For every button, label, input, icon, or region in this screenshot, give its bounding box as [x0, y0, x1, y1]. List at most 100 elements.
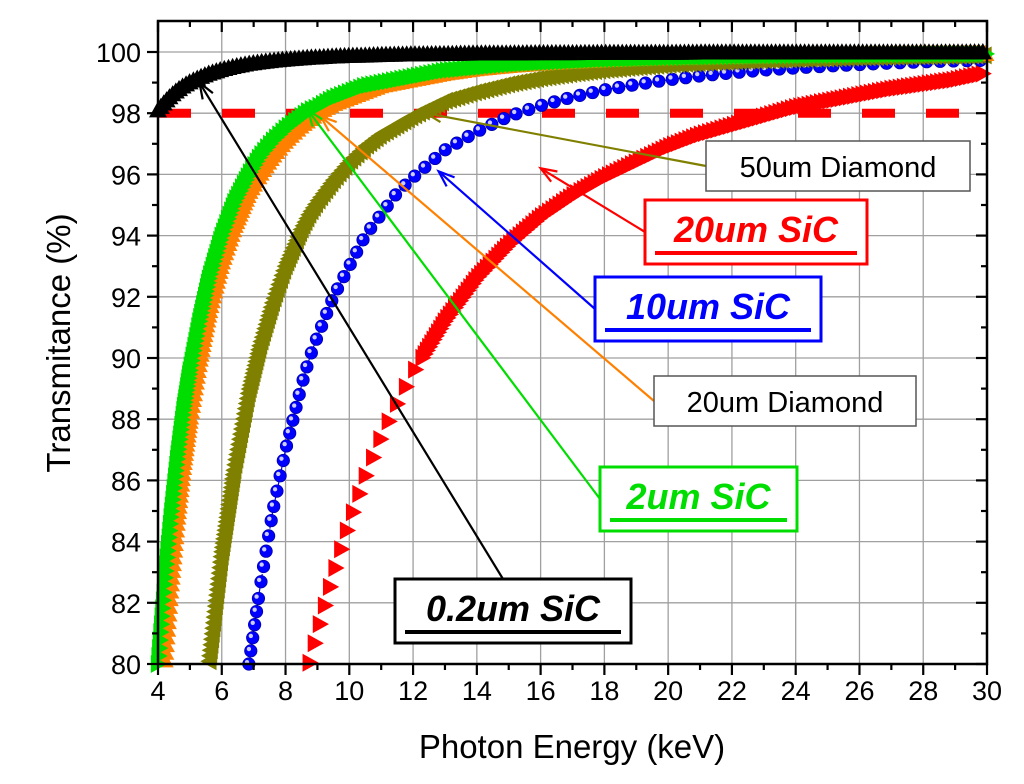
data-point — [408, 360, 425, 379]
series-50um-diamond — [200, 46, 992, 671]
annotation-box — [653, 375, 917, 427]
data-point-highlight — [288, 416, 294, 421]
data-point — [638, 76, 653, 90]
data-point — [317, 596, 335, 615]
data-point-highlight — [366, 224, 371, 229]
data-point-highlight — [721, 69, 727, 74]
data-point-highlight — [252, 607, 257, 612]
annotation-50um-diamond: 50um Diamond — [705, 140, 971, 192]
data-point-highlight — [322, 309, 327, 314]
data-point — [328, 558, 345, 577]
data-point — [522, 102, 536, 117]
data-point — [283, 426, 297, 440]
y-tick-label: 82 — [111, 589, 141, 619]
y-tick-label: 92 — [111, 283, 141, 313]
data-point-highlight — [654, 77, 660, 82]
annotation-box — [705, 140, 971, 192]
arrowhead-20um-diamond — [318, 114, 338, 132]
annotation-text: 0.2um SiC — [426, 588, 601, 629]
data-point-highlight — [668, 75, 673, 80]
data-point — [273, 469, 287, 483]
data-point — [244, 644, 258, 658]
y-axis-ticks: 80 82 84 86 88 90 92 94 96 98 100 — [96, 38, 987, 680]
data-point-highlight — [248, 633, 254, 639]
data-point-highlight — [575, 91, 581, 96]
data-point — [264, 513, 278, 528]
data-point — [652, 74, 666, 88]
y-tick-label: 84 — [111, 528, 141, 558]
data-point-highlight — [295, 390, 300, 395]
data-point-highlight — [641, 79, 646, 84]
y-axis-title: Transmitance (%) — [40, 213, 77, 472]
data-point — [381, 412, 398, 431]
data-point — [560, 91, 574, 106]
arrow-2um-sic — [306, 109, 601, 500]
data-point-highlight — [524, 105, 530, 110]
arrow-0-2um-sic — [198, 82, 504, 580]
annotation-10um-sic: 10um SiC — [593, 275, 823, 343]
arrowhead-20um-sic — [537, 166, 558, 183]
data-point — [350, 245, 364, 259]
y-tick-label: 88 — [111, 405, 141, 435]
annotation-20um-diamond: 20um Diamond — [653, 375, 917, 427]
data-point-highlight — [431, 154, 436, 159]
data-point — [418, 160, 432, 174]
data-point — [286, 413, 300, 427]
arrow-20um-diamond — [319, 115, 655, 402]
annotation-20um-sic: 20um SiC — [643, 198, 869, 266]
data-point — [334, 540, 351, 559]
data-point — [251, 591, 266, 606]
data-point-highlight — [312, 335, 317, 340]
y-tick-label: 100 — [96, 38, 141, 68]
data-point-highlight — [333, 284, 338, 290]
data-point-highlight — [420, 163, 426, 168]
data-point — [975, 64, 992, 83]
data-point-highlight — [614, 83, 620, 88]
data-point — [292, 387, 306, 402]
data-point — [450, 136, 464, 150]
data-point — [270, 484, 284, 498]
data-point — [262, 529, 276, 543]
data-point — [304, 346, 318, 360]
data-point-highlight — [441, 145, 446, 151]
data-point-highlight — [279, 456, 284, 461]
annotation-labels: 50um Diamond 20um SiC 10um SiC 20um Diamond… — [393, 140, 971, 645]
arrowhead-50um-diamond — [422, 109, 443, 123]
data-point — [312, 615, 329, 634]
data-point — [473, 123, 487, 137]
data-point — [573, 88, 587, 102]
arrowhead-10um-sic — [436, 169, 455, 187]
data-point-highlight — [256, 577, 262, 583]
data-point — [373, 430, 390, 449]
data-point-highlight — [339, 272, 345, 277]
data-point-highlight — [550, 97, 555, 103]
data-point — [358, 466, 375, 485]
data-point-highlight — [588, 88, 593, 93]
data-point-highlight — [285, 429, 290, 434]
data-point — [461, 129, 475, 144]
data-point-highlight — [487, 120, 493, 125]
x-axis-title: Photon Energy (keV) — [419, 728, 725, 765]
y-tick-label: 98 — [111, 99, 141, 129]
data-point-highlight — [358, 235, 364, 241]
data-point — [307, 634, 324, 653]
data-point — [314, 319, 329, 333]
x-tick-label: 22 — [717, 676, 747, 706]
data-point-highlight — [267, 516, 272, 521]
y-tick-label: 90 — [111, 344, 141, 374]
x-tick-label: 20 — [653, 676, 683, 706]
data-point — [320, 306, 334, 321]
y-tick-label: 94 — [111, 222, 141, 252]
series-0-2um-sic — [149, 43, 992, 118]
data-point-highlight — [352, 248, 357, 253]
data-point-highlight — [512, 109, 517, 115]
x-tick-label: 16 — [526, 676, 556, 706]
data-point-highlight — [250, 620, 255, 625]
data-point — [388, 188, 403, 202]
annotation-0-2um-sic: 0.2um SiC — [393, 577, 633, 645]
data-point — [356, 233, 370, 247]
data-point — [309, 332, 324, 346]
y-tick-label: 96 — [111, 160, 141, 190]
x-tick-label: 8 — [278, 676, 293, 706]
data-point — [322, 577, 340, 596]
